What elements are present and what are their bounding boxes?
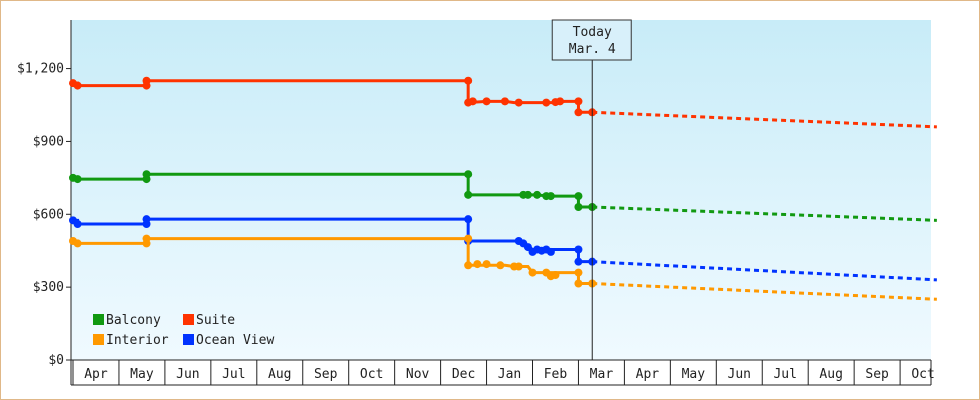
x-tick-label: Jul: [222, 367, 245, 382]
data-point: [142, 215, 151, 224]
x-tick-label: Mar: [590, 367, 614, 382]
x-tick-label: May: [682, 367, 706, 382]
x-tick-label: May: [130, 367, 154, 382]
y-tick-label: $300: [33, 280, 64, 295]
series-forecast-line: [592, 205, 937, 222]
x-tick-label: Jul: [773, 367, 796, 382]
data-point: [142, 170, 151, 179]
data-point: [464, 76, 473, 85]
data-point: [514, 98, 523, 107]
x-tick-label: Apr: [636, 367, 660, 382]
data-point: [542, 98, 551, 107]
data-point: [142, 234, 151, 243]
data-point: [496, 261, 505, 270]
data-point: [73, 239, 82, 248]
x-tick-label: Aug: [819, 367, 842, 382]
x-tick-label: Feb: [544, 367, 568, 382]
data-point: [574, 203, 583, 211]
data-point: [574, 268, 583, 277]
data-point: [574, 245, 583, 254]
axis-ticks: $0 $300 $600 $900 $1,200 Apr May Jun Jul Aug Sep Oc…: [17, 62, 935, 385]
legend-label: Ocean View: [196, 333, 274, 348]
series-ocean-view: [69, 215, 937, 282]
legend-label: Balcony: [106, 313, 161, 328]
data-point: [551, 271, 560, 279]
series-forecast-line: [592, 260, 937, 282]
data-point: [528, 268, 537, 277]
data-point: [473, 260, 482, 269]
x-tick-label: Apr: [84, 367, 108, 382]
data-point: [574, 108, 583, 117]
data-point: [533, 190, 542, 199]
data-point: [482, 260, 491, 269]
y-tick-label: $900: [33, 134, 64, 149]
data-point: [73, 81, 82, 90]
y-tick-label: $600: [33, 207, 64, 222]
data-point: [468, 97, 477, 106]
legend-swatch: [183, 314, 194, 325]
series-forecast-line: [592, 110, 937, 129]
today-marker: Today Mar. 4: [551, 19, 632, 360]
data-point: [574, 192, 583, 201]
x-tick-label: Sep: [314, 367, 338, 382]
data-point: [546, 247, 555, 256]
data-point: [464, 234, 473, 243]
legend-swatch: [183, 334, 194, 345]
series-suite: [69, 76, 937, 129]
data-point: [73, 175, 82, 184]
data-point: [574, 97, 583, 106]
data-point: [514, 262, 523, 271]
x-tick-label: Oct: [360, 367, 383, 382]
data-point: [142, 76, 151, 85]
x-tick-label: Sep: [865, 367, 889, 382]
series-balcony: [69, 170, 937, 222]
data-point: [546, 192, 555, 201]
series-layer: [69, 76, 937, 301]
series-forecast-line: [592, 282, 937, 301]
data-point: [574, 257, 583, 266]
x-tick-label: Jun: [176, 367, 199, 382]
plot-background: [71, 20, 931, 360]
y-tick-label: $0: [48, 353, 64, 368]
x-tick-label: Nov: [406, 367, 430, 382]
data-point: [464, 170, 473, 179]
legend-label: Interior: [106, 333, 169, 348]
data-point: [464, 190, 473, 199]
legend-swatch: [93, 334, 104, 345]
data-point: [73, 220, 82, 228]
data-point: [574, 279, 583, 288]
x-tick-label: Jun: [728, 367, 751, 382]
x-tick-label: Dec: [452, 367, 475, 382]
data-point: [482, 97, 491, 106]
y-tick-label: $1,200: [17, 62, 64, 77]
data-point: [556, 97, 565, 106]
today-date: Mar. 4: [569, 42, 616, 57]
series-interior: [69, 234, 937, 301]
data-point: [464, 215, 473, 224]
axes: [70, 20, 931, 386]
x-tick-label: Aug: [268, 367, 291, 382]
data-point: [500, 97, 509, 106]
legend: Balcony Suite Interior Ocean View: [93, 313, 274, 348]
x-tick-label: Jan: [498, 367, 521, 382]
legend-swatch: [93, 314, 104, 325]
x-tick-label: Oct: [911, 367, 934, 382]
data-point: [464, 261, 473, 270]
data-point: [523, 190, 532, 199]
today-callout-box: [551, 19, 632, 61]
legend-label: Suite: [196, 313, 235, 328]
series-history-line: [73, 79, 593, 114]
today-label: Today: [573, 25, 612, 40]
